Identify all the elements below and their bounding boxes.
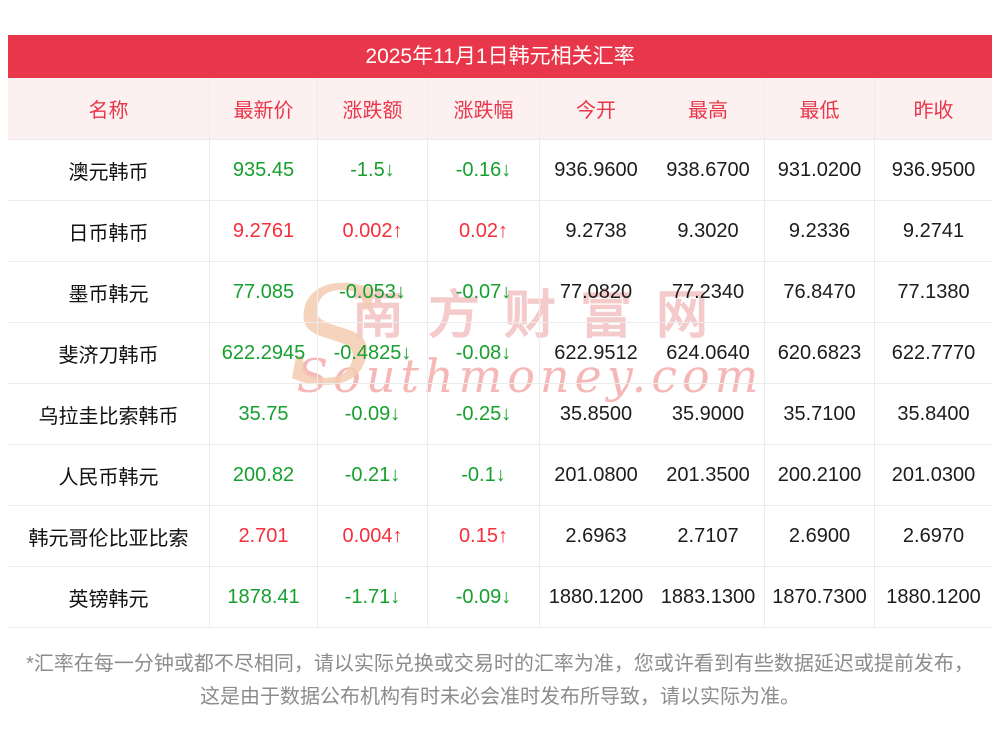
cell-prev_close: 9.2741 bbox=[902, 219, 965, 242]
cell-low: 2.6900 bbox=[765, 506, 875, 566]
cell-change_pct: -0.09↓ bbox=[428, 567, 540, 627]
cell-name: 乌拉圭比索韩币 bbox=[8, 384, 210, 444]
cell-name: 澳元韩币 bbox=[8, 140, 210, 200]
header-cell-name: 名称 bbox=[8, 78, 210, 139]
cell-change_pct: -0.07↓ bbox=[428, 262, 540, 322]
header-cell-change_pct: 涨跌幅 bbox=[428, 78, 540, 139]
cell-change: 0.004↑ bbox=[318, 506, 428, 566]
cell-change: -0.21↓ bbox=[318, 445, 428, 505]
cell-name: 日币韩币 bbox=[8, 201, 210, 261]
cell-high: 938.6700 bbox=[652, 140, 765, 200]
cell-open: 201.0800 bbox=[554, 463, 638, 486]
cell-open: 35.8500 bbox=[559, 402, 633, 425]
cell-high: 1883.1300 bbox=[652, 567, 765, 627]
cell-change_pct: -0.1↓ bbox=[428, 445, 540, 505]
cell-low: 9.2336 bbox=[765, 201, 875, 261]
cell-prev_close: 1880.1200 bbox=[886, 585, 981, 608]
table-row: 乌拉圭比索韩币 35.75 -0.09↓ -0.25↓ 35.8500 35.9000 35… bbox=[8, 384, 992, 445]
cell-open: 77.0820 bbox=[559, 280, 633, 303]
disclaimer-text: *汇率在每一分钟或都不尽相同，请以实际兑换或交易时的汇率为准，您或许看到有些数据… bbox=[26, 653, 974, 708]
cell-latest: 935.45 bbox=[210, 140, 318, 200]
cell-latest: 1878.41 bbox=[210, 567, 318, 627]
cell-latest: 9.2761 bbox=[210, 201, 318, 261]
cell-latest: 200.82 bbox=[210, 445, 318, 505]
cell-latest: 35.75 bbox=[210, 384, 318, 444]
cell-change: 0.002↑ bbox=[318, 201, 428, 261]
cell-prev_close: 201.0300 bbox=[891, 463, 976, 486]
cell-name: 韩元哥伦比亚比索 bbox=[8, 506, 210, 566]
cell-low: 620.6823 bbox=[765, 323, 875, 383]
cell-change_pct: 0.02↑ bbox=[428, 201, 540, 261]
table-row: 人民币韩元 200.82 -0.21↓ -0.1↓ 201.0800 201.3500 20… bbox=[8, 445, 992, 506]
cell-open: 936.9600 bbox=[554, 158, 638, 181]
cell-high: 9.3020 bbox=[652, 201, 765, 261]
cell-latest: 77.085 bbox=[210, 262, 318, 322]
cell-prev_close: 936.9500 bbox=[891, 158, 976, 181]
cell-high: 35.9000 bbox=[652, 384, 765, 444]
cell-low: 76.8470 bbox=[765, 262, 875, 322]
cell-prev_close: 2.6970 bbox=[902, 524, 965, 547]
cell-high: 77.2340 bbox=[652, 262, 765, 322]
table-row: 澳元韩币 935.45 -1.5↓ -0.16↓ 936.9600 938.6700 931… bbox=[8, 140, 992, 201]
cell-change_pct: -0.16↓ bbox=[428, 140, 540, 200]
cell-latest: 622.2945 bbox=[210, 323, 318, 383]
table-body: 澳元韩币 935.45 -1.5↓ -0.16↓ 936.9600 938.6700 931… bbox=[8, 140, 992, 628]
table-row: 韩元哥伦比亚比索 2.701 0.004↑ 0.15↑ 2.6963 2.7107 2.69… bbox=[8, 506, 992, 567]
cell-high: 2.7107 bbox=[652, 506, 765, 566]
cell-open: 2.6963 bbox=[565, 524, 627, 547]
page-title: 2025年11月1日韩元相关汇率 bbox=[8, 35, 992, 78]
cell-prev_close: 622.7770 bbox=[891, 341, 976, 364]
cell-name: 墨币韩元 bbox=[8, 262, 210, 322]
cell-name: 英镑韩元 bbox=[8, 567, 210, 627]
header-cell-change: 涨跌额 bbox=[318, 78, 428, 139]
cell-change_pct: 0.15↑ bbox=[428, 506, 540, 566]
table-row: 墨币韩元 77.085 -0.053↓ -0.07↓ 77.0820 77.2340 76.… bbox=[8, 262, 992, 323]
cell-open: 9.2738 bbox=[565, 219, 627, 242]
cell-prev_close: 77.1380 bbox=[897, 280, 970, 303]
cell-change: -1.71↓ bbox=[318, 567, 428, 627]
header-cell-high: 最高 bbox=[652, 78, 765, 139]
cell-high: 201.3500 bbox=[652, 445, 765, 505]
exchange-rates-table: 名称 最新价 涨跌额 涨跌幅 今开 最高 最低 昨收 澳元韩币 935.45 -1.5↓ -0.16… bbox=[8, 78, 992, 628]
table-row: 日币韩币 9.2761 0.002↑ 0.02↑ 9.2738 9.3020 9.2336 9… bbox=[8, 201, 992, 262]
cell-latest: 2.701 bbox=[210, 506, 318, 566]
table-row: 英镑韩元 1878.41 -1.71↓ -0.09↓ 1880.1200 1883.130… bbox=[8, 567, 992, 628]
cell-high: 624.0640 bbox=[652, 323, 765, 383]
cell-change: -0.053↓ bbox=[318, 262, 428, 322]
cell-low: 1870.7300 bbox=[765, 567, 875, 627]
header-cell-latest: 最新价 bbox=[210, 78, 318, 139]
cell-low: 35.7100 bbox=[765, 384, 875, 444]
cell-prev_close: 35.8400 bbox=[897, 402, 970, 425]
cell-change: -0.09↓ bbox=[318, 384, 428, 444]
cell-name: 人民币韩元 bbox=[8, 445, 210, 505]
cell-open: 1880.1200 bbox=[548, 585, 644, 608]
cell-change: -1.5↓ bbox=[318, 140, 428, 200]
cell-name: 斐济刀韩币 bbox=[8, 323, 210, 383]
header-cell-low: 最低 bbox=[765, 78, 875, 139]
cell-low: 931.0200 bbox=[765, 140, 875, 200]
table-row: 斐济刀韩币 622.2945 -0.4825↓ -0.08↓ 622.9512 624.0… bbox=[8, 323, 992, 384]
table-header-row: 名称 最新价 涨跌额 涨跌幅 今开 最高 最低 昨收 bbox=[8, 78, 992, 140]
cell-change_pct: -0.08↓ bbox=[428, 323, 540, 383]
header-cell-open: 今开 bbox=[576, 100, 616, 122]
cell-open: 622.9512 bbox=[554, 341, 638, 364]
cell-change: -0.4825↓ bbox=[318, 323, 428, 383]
header-cell-prev_close: 昨收 bbox=[913, 100, 954, 122]
cell-low: 200.2100 bbox=[765, 445, 875, 505]
cell-change_pct: -0.25↓ bbox=[428, 384, 540, 444]
